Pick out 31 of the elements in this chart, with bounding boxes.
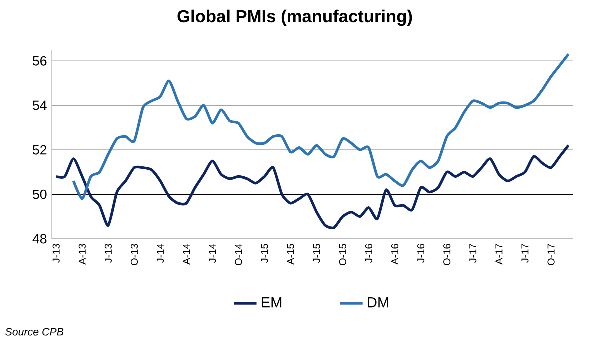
x-tick-label: O-16 (444, 244, 451, 266)
x-tick-label: J-13 (104, 244, 112, 264)
x-tick-label: O-13 (130, 244, 138, 266)
line-series (55, 144, 570, 230)
x-tick-label: A-15 (287, 244, 294, 265)
x-tick-label: A-14 (183, 244, 190, 265)
x-tick-label: J-14 (209, 244, 216, 264)
x-tick-label: J-16 (365, 244, 372, 264)
line-series (72, 53, 570, 200)
legend-label: DM (368, 298, 388, 308)
x-tick-label: A-16 (391, 244, 399, 265)
y-tick-label: 52 (33, 145, 47, 155)
y-tick-label: 50 (33, 190, 47, 200)
x-tick-label: J-16 (418, 244, 425, 264)
x-tick-label: J-17 (470, 244, 477, 264)
x-tick-label: J-15 (313, 244, 320, 264)
source-note: Source CPB (6, 328, 64, 336)
x-tick-label: O-14 (235, 244, 242, 266)
x-tick-label: A-17 (496, 244, 503, 265)
legend-label: EM (262, 298, 282, 308)
y-tick-label: 56 (33, 56, 47, 66)
x-tick-label: J-17 (522, 244, 529, 264)
x-tick-label: O-17 (548, 244, 555, 266)
x-tick-label: J-15 (261, 244, 268, 264)
x-tick-label: A-13 (78, 244, 86, 265)
x-tick-label: O-15 (339, 244, 346, 266)
chart-title: Global PMIs (manufacturing) (178, 10, 412, 26)
x-tick-label: J-14 (157, 244, 164, 264)
y-tick-label: 54 (33, 100, 47, 110)
x-tick-label: J-13 (52, 244, 60, 264)
y-tick-label: 48 (32, 234, 47, 244)
